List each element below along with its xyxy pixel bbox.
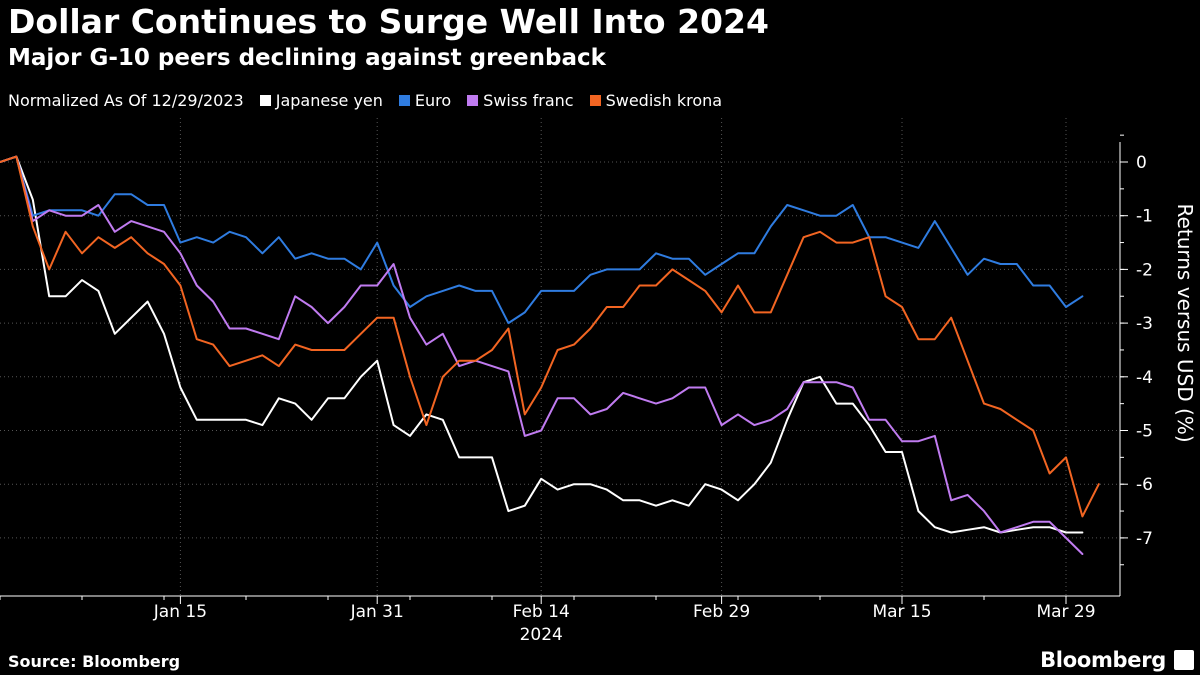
legend-swatch [589,95,601,106]
y-tick-label: -7 [1136,529,1153,549]
chart-title: Dollar Continues to Surge Well Into 2024 [8,2,769,41]
x-tick-label: Mar 29 [1036,602,1095,622]
legend-normalization-note: Normalized As Of 12/29/2023 [8,91,244,110]
legend-item-euro: Euro [398,91,452,110]
bloomberg-logo: Bloomberg [1040,648,1166,672]
chart-subtitle: Major G-10 peers declining against green… [8,45,606,71]
x-axis-year-label: 2024 [520,625,563,645]
y-axis-label: Returns versus USD (%) [1173,204,1197,443]
y-tick-label: 0 [1136,153,1147,173]
y-tick-label: -2 [1136,260,1153,280]
x-tick-label: Feb 14 [513,602,570,622]
y-tick-label: -6 [1136,475,1153,495]
x-tick-label: Mar 15 [872,602,931,622]
legend-label: Japanese yen [275,91,383,110]
legend-item-swiss-franc: Swiss franc [467,91,574,110]
y-tick-label: -1 [1136,207,1153,227]
x-tick-label: Jan 31 [350,602,404,622]
y-tick-label: -3 [1136,314,1153,334]
legend-swatch [259,95,271,106]
legend-swatch [467,95,479,106]
bloomberg-logo-icon [1174,650,1194,670]
y-tick-label: -5 [1136,422,1153,442]
series-line-swiss-franc [0,155,1084,555]
x-tick-label: Feb 29 [693,602,750,622]
legend-item-japanese-yen: Japanese yen [259,91,383,110]
legend-label: Euro [414,91,452,110]
legend-label: Swedish krona [605,91,723,110]
series-line-japanese-yen [0,155,1084,534]
legend-swatch [398,95,410,106]
gridlines [0,118,1120,596]
y-tick-label: -4 [1136,368,1153,388]
source-note: Source: Bloomberg [8,652,181,671]
series-line-swedish-krona [0,155,1100,518]
axes: Jan 15 Jan 31 Feb 14 Feb 29 Mar 15 Mar 29 2024… [0,134,1197,645]
x-tick-label: Jan 15 [153,602,207,622]
line-chart: Jan 15 Jan 31 Feb 14 Feb 29 Mar 15 Mar 29 2024… [0,118,1197,645]
legend: Normalized As Of 12/29/2023 Japanese yen… [8,91,722,110]
legend-item-swedish-krona: Swedish krona [589,91,723,110]
legend-label: Swiss franc [483,91,574,110]
series-line-euro [0,155,1084,325]
series-lines [0,155,1100,555]
